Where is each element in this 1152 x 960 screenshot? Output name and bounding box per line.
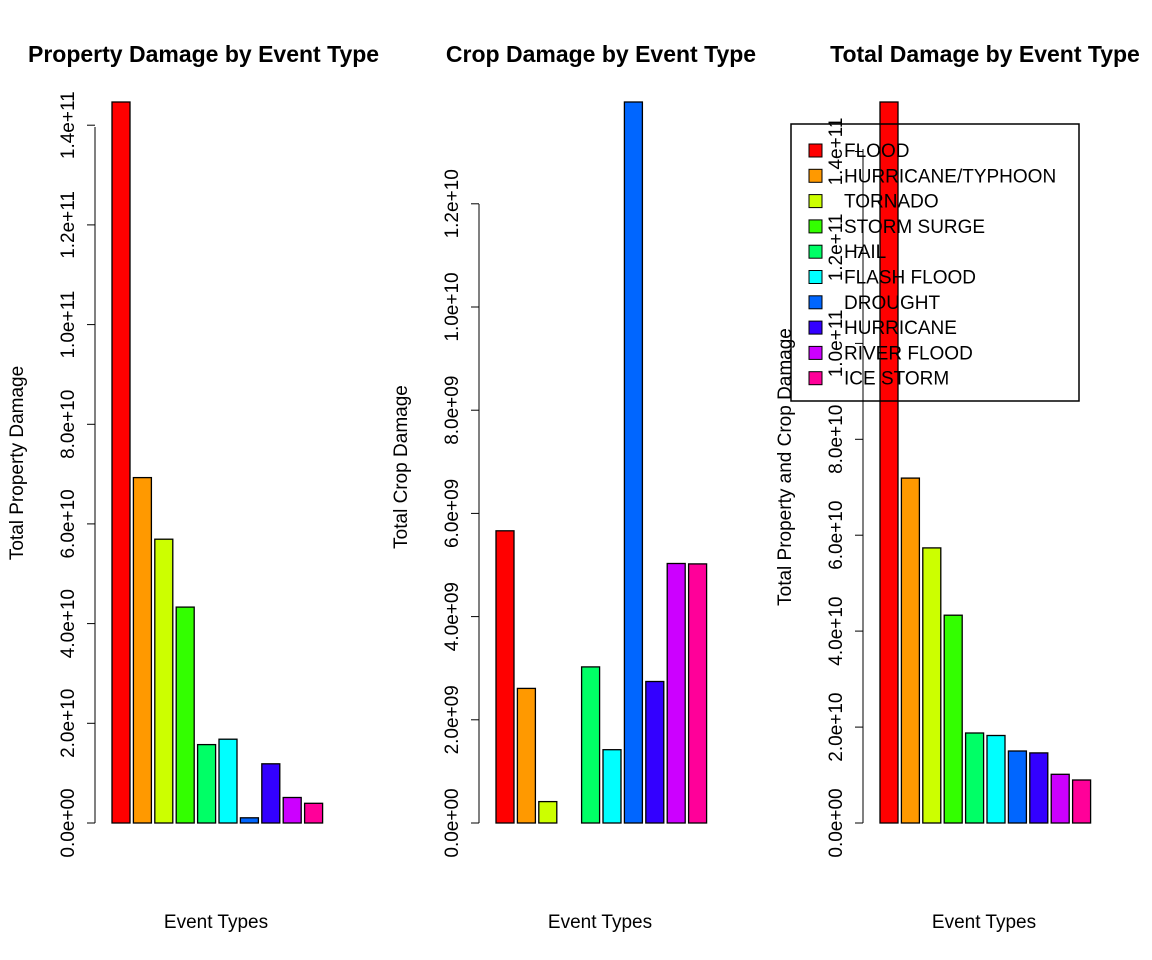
y-tick-label: 8.0e+09 (442, 376, 463, 445)
legend: FLOOD HURRICANE/TYPHOON TORNADO STORM SURGE… (790, 123, 1080, 402)
bar-hail (964, 732, 985, 824)
bar-hurricane-typhoon (132, 476, 153, 824)
bar-hurricane-typhoon (900, 477, 921, 824)
bar-storm-surge (175, 606, 195, 824)
y-tick-label: 8.0e+10 (826, 405, 847, 474)
x-axis-label: Event Types (164, 912, 268, 933)
legend-label: RIVER FLOOD (844, 343, 973, 364)
legend-box (790, 123, 1080, 402)
y-tick-label: 2.0e+10 (58, 689, 79, 758)
y-tick-label: 6.0e+10 (826, 501, 847, 570)
legend-swatch (808, 219, 823, 234)
bars (495, 101, 708, 824)
y-tick-label: 0.0e+00 (826, 788, 847, 857)
bar-ice-storm (303, 802, 324, 824)
y-tick-label: 1.2e+11 (826, 213, 847, 281)
y-tick-label: 4.0e+10 (826, 596, 847, 665)
bar-drought (1007, 750, 1028, 824)
legend-swatch (808, 320, 823, 335)
legend-label: HURRICANE/TYPHOON (844, 166, 1056, 187)
legend-label: DROUGHT (844, 293, 940, 314)
bar-flood (111, 101, 131, 824)
bar-tornado (922, 547, 942, 824)
legend-swatch (808, 194, 823, 209)
bar-hurricane (261, 763, 281, 824)
bar-tornado (154, 538, 174, 824)
bar-flash-flood (218, 738, 238, 824)
y-tick-label: 1.4e+11 (58, 91, 79, 159)
y-axis: 0.0e+00 2.0e+10 4.0e+10 6.0e+10 8.0e+10 1.0e+… (58, 91, 96, 858)
bar-hurricane (645, 680, 665, 824)
y-tick-label: 2.0e+09 (442, 685, 463, 754)
bar-storm-surge (943, 614, 963, 824)
legend-label: TORNADO (844, 192, 939, 213)
y-tick-label: 1.4e+11 (826, 118, 847, 186)
y-tick-label: 1.2e+11 (58, 191, 79, 259)
x-axis-label: Event Types (548, 912, 652, 933)
y-axis: 0.0e+00 2.0e+09 4.0e+09 6.0e+09 8.0e+09 1.0e+… (442, 169, 480, 858)
bar-flash-flood (602, 749, 622, 824)
y-tick-label: 0.0e+00 (58, 788, 79, 857)
bar-river-flood (1050, 773, 1070, 824)
y-tick-label: 6.0e+10 (58, 489, 79, 558)
bar-river-flood (282, 796, 302, 824)
bar-hail (196, 743, 217, 824)
bar-ice-storm (687, 563, 708, 824)
bars (879, 101, 1092, 824)
y-tick-label: 6.0e+09 (442, 479, 463, 548)
legend-swatch (808, 270, 823, 284)
y-tick-label: 1.0e+11 (58, 291, 79, 359)
y-tick-label: 0.0e+00 (442, 788, 463, 857)
y-tick-label: 1.2e+10 (442, 169, 463, 238)
x-axis-label: Event Types (932, 912, 1036, 933)
bar-ice-storm (1071, 779, 1092, 824)
legend-label: HURRICANE (844, 318, 957, 339)
crop-damage-panel: Crop Damage by Event Type Event Types To… (391, 41, 756, 933)
bar-drought (239, 817, 260, 824)
bar-hurricane (1029, 752, 1049, 824)
y-tick-label: 1.0e+11 (826, 309, 847, 377)
legend-swatch (808, 371, 823, 386)
chart-title: Total Damage by Event Type (830, 41, 1140, 67)
legend-swatch (808, 168, 823, 183)
bars (111, 101, 324, 824)
bar-tornado (538, 800, 558, 824)
y-tick-label: 2.0e+10 (826, 692, 847, 761)
y-tick-label: 1.0e+10 (442, 272, 463, 341)
bar-hurricane-typhoon (516, 687, 537, 824)
bar-flood (495, 530, 515, 824)
legend-label: ICE STORM (844, 369, 949, 390)
bar-flash-flood (986, 734, 1006, 824)
y-axis: 0.0e+00 2.0e+10 4.0e+10 6.0e+10 8.0e+10 1.0e+… (826, 118, 864, 858)
bar-flood (879, 101, 899, 824)
legend-swatch (808, 244, 823, 259)
property-damage-panel: Property Damage by Event Type Event Type… (7, 41, 379, 933)
y-tick-label: 4.0e+10 (58, 589, 79, 658)
y-axis-label: Total Crop Damage (391, 385, 412, 549)
chart-title: Property Damage by Event Type (28, 41, 379, 67)
legend-swatch (808, 143, 823, 158)
y-axis-label: Total Property and Crop Damage (775, 328, 796, 606)
y-tick-label: 4.0e+09 (442, 582, 463, 651)
total-damage-panel: Total Damage by Event Type Event Types T… (775, 41, 1140, 933)
bar-hail (580, 666, 601, 824)
bar-drought (623, 101, 644, 824)
legend-label: STORM SURGE (844, 217, 985, 238)
legend-label: FLASH FLOOD (844, 268, 976, 289)
y-axis-label: Total Property Damage (7, 366, 28, 560)
legend-label: FLOOD (844, 141, 909, 162)
legend-swatch (808, 345, 823, 360)
y-tick-label: 8.0e+10 (58, 390, 79, 459)
legend-swatch (808, 295, 823, 310)
legend-label: HAIL (844, 242, 886, 263)
chart-title: Crop Damage by Event Type (446, 41, 756, 67)
bar-river-flood (666, 562, 686, 824)
